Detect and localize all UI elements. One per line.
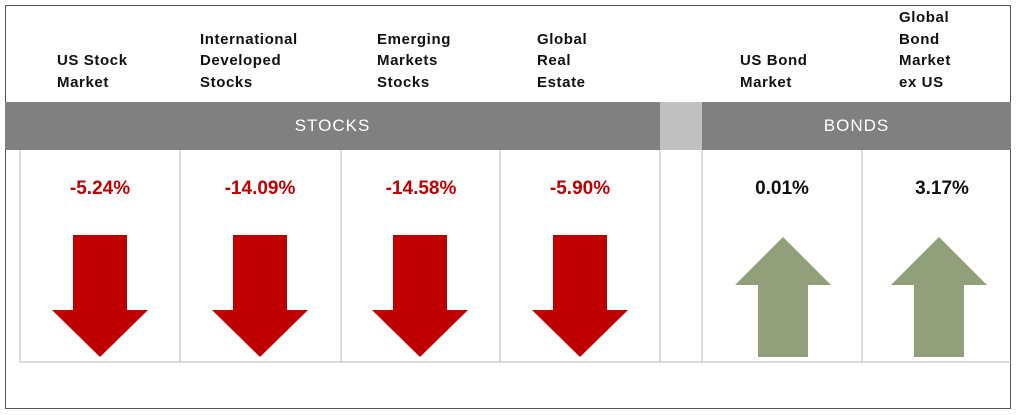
column-header: Global Real Estate (537, 29, 587, 94)
dividers (19, 150, 1011, 363)
column-header: International Developed Stocks (200, 29, 298, 94)
return-value: 0.01% (755, 178, 809, 199)
header-line: Developed (200, 52, 282, 69)
header-line: ex US (899, 73, 944, 91)
column-header: US Bond Market (740, 50, 808, 93)
header-line: US Stock (57, 52, 128, 69)
down-arrows (52, 235, 628, 357)
group-band: STOCKS (5, 102, 660, 150)
header-line: Bond (899, 30, 940, 48)
up-arrows (735, 237, 987, 357)
column-header: Global Bond Market ex US (899, 7, 951, 93)
header-line: US Bond (740, 52, 808, 69)
header-line: Market (57, 73, 109, 91)
header-line: Global (537, 30, 588, 48)
column-header: Emerging Markets Stocks (377, 29, 451, 94)
return-value: -5.90% (549, 178, 611, 199)
return-value: -14.58% (385, 178, 457, 199)
header-line: Estate (537, 73, 586, 91)
return-value: 3.17% (915, 178, 969, 199)
return-value: -5.24% (69, 178, 131, 199)
header-line: International (200, 30, 298, 48)
header-line: Real (537, 52, 572, 69)
group-band: BONDS (702, 102, 1011, 150)
header-line: Stocks (200, 73, 253, 91)
header-line: Markets (377, 52, 438, 69)
frame (5, 5, 1011, 409)
return-value: -14.09% (224, 178, 296, 199)
header-line: Emerging (377, 30, 451, 48)
header-line: Global (899, 9, 950, 26)
column-header: US Stock Market (57, 50, 128, 93)
header-line: Market (899, 52, 951, 69)
header-line: Market (740, 73, 792, 91)
band-gap (660, 102, 702, 150)
header-line: Stocks (377, 73, 430, 91)
